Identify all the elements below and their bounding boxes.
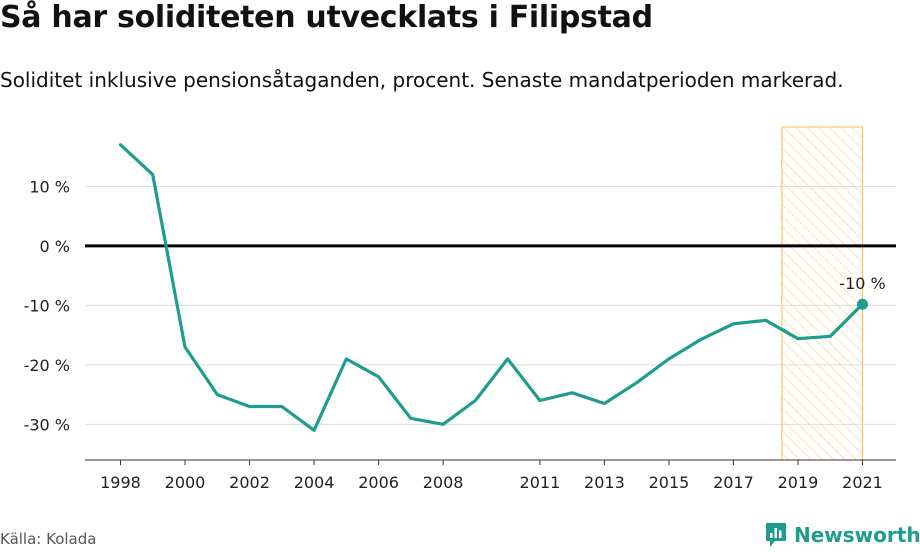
y-tick-label: -30 % [24,415,70,434]
brand-logo[interactable]: Newsworthy [764,519,920,551]
chart-subtitle: Soliditet inklusive pensionsåtaganden, p… [0,68,844,92]
brand-name: Newsworthy [794,523,920,547]
x-tick-label: 2021 [842,473,883,492]
x-tick-label: 2000 [165,473,206,492]
highlight-period [781,126,864,461]
x-tick-label: 1998 [100,473,141,492]
newsworthy-logo-icon [766,523,786,547]
x-tick-label: 2004 [294,473,335,492]
x-tick-label: 2017 [713,473,754,492]
x-tick-label: 2008 [423,473,464,492]
end-value-label: -10 % [839,274,885,293]
x-tick-label: 2019 [778,473,819,492]
y-tick-label: 10 % [29,177,70,196]
x-tick-label: 2002 [229,473,270,492]
y-tick-label: -10 % [24,296,70,315]
chart-title: Så har soliditeten utvecklats i Filipsta… [0,0,653,35]
data-series-line [118,143,865,432]
y-tick-label: -20 % [24,356,70,375]
x-tick-label: 2011 [520,473,561,492]
y-tick-label: 0 % [40,237,70,256]
source-note: Källa: Kolada [0,530,97,548]
x-tick-label: 2015 [649,473,690,492]
x-tick-label: 2006 [358,473,399,492]
x-tick-label: 2013 [584,473,625,492]
end-point [857,298,869,310]
